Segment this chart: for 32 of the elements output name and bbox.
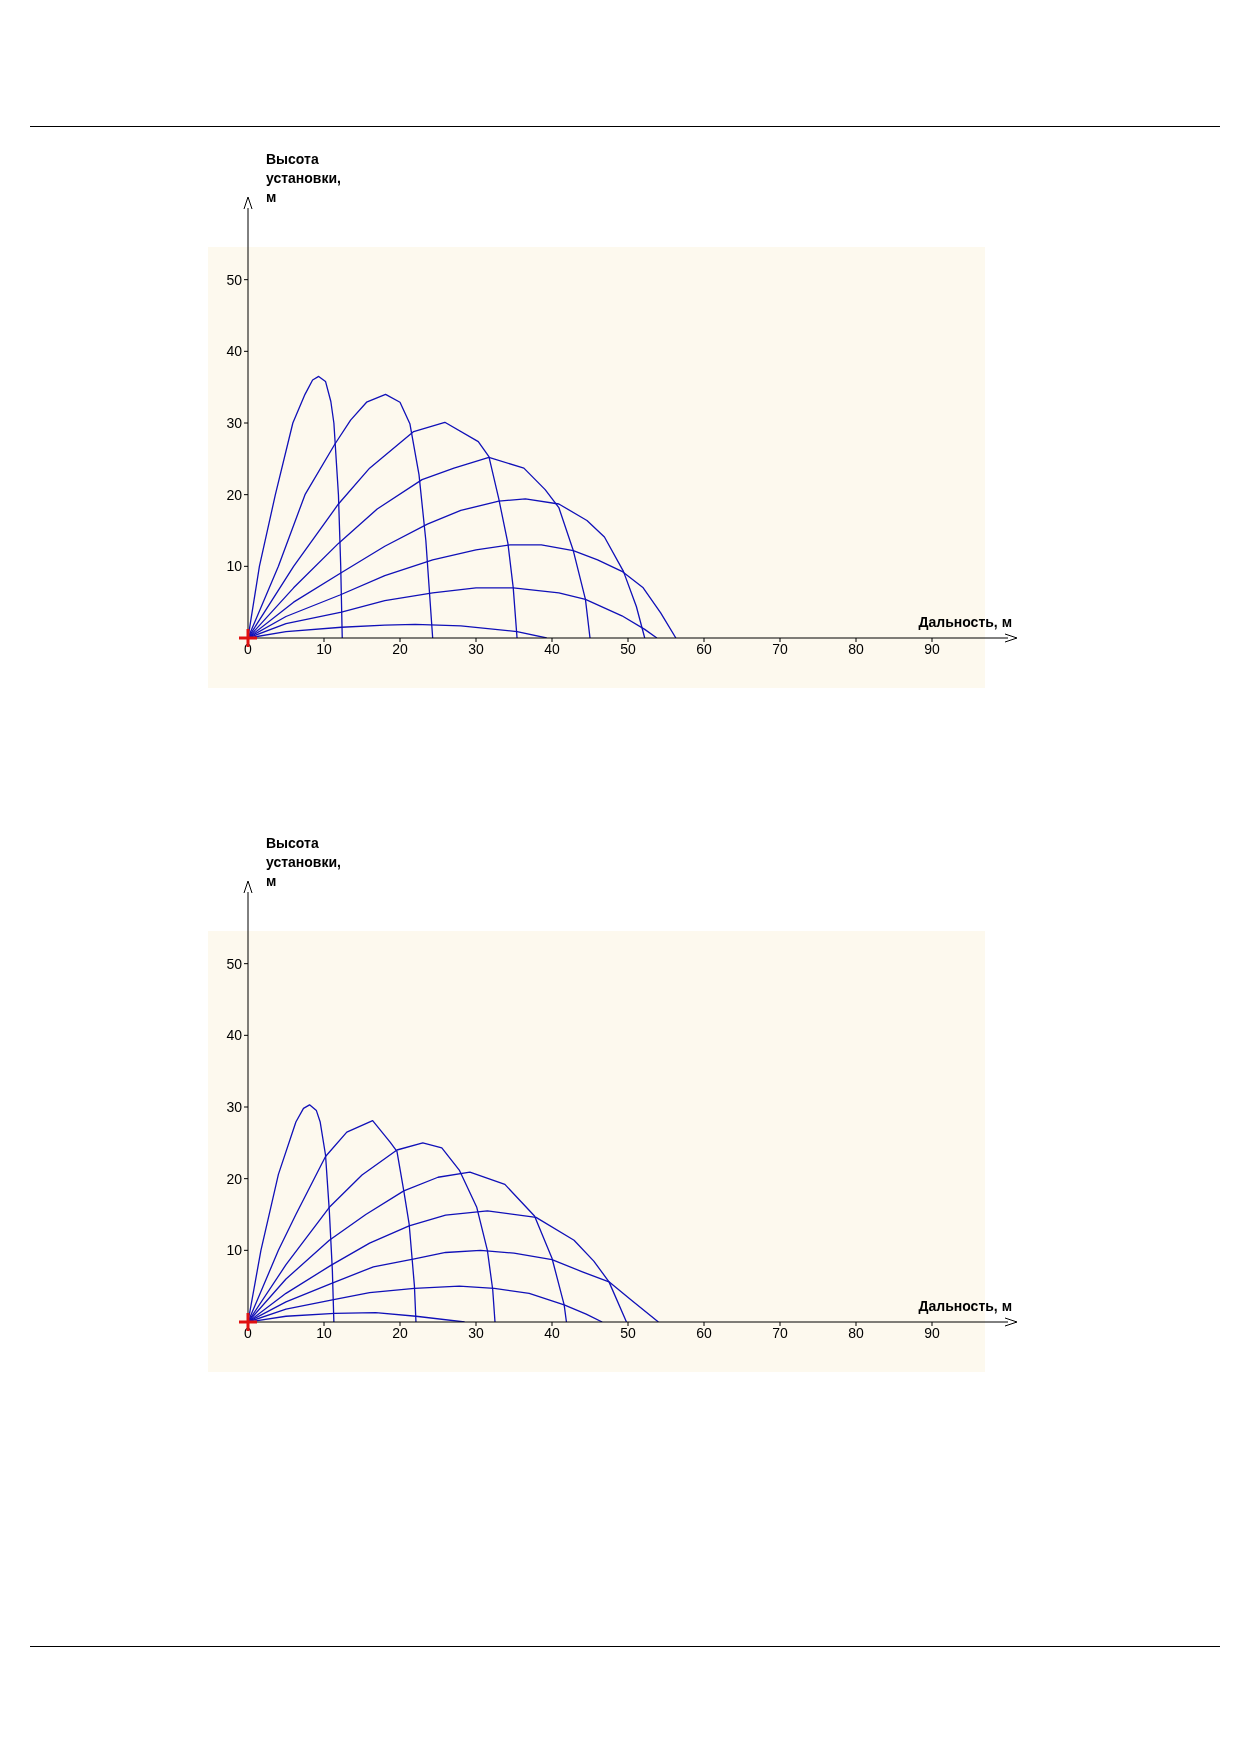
- x-tick-label: 40: [544, 1324, 560, 1341]
- x-tick-label: 70: [772, 1324, 788, 1341]
- y-tick-label: 40: [226, 1027, 243, 1044]
- y-tick-label: 50: [226, 955, 243, 972]
- x-tick-label: 10: [316, 1324, 332, 1341]
- x-axis-title: Дальность, м: [918, 614, 1012, 630]
- y-tick-label: 30: [226, 1098, 243, 1115]
- y-tick-label: 10: [226, 558, 243, 575]
- x-tick-label: 20: [392, 640, 408, 657]
- x-tick-label: 70: [772, 640, 788, 657]
- x-tick-label: 50: [620, 1324, 636, 1341]
- x-tick-label: 90: [924, 640, 940, 657]
- y-tick-label: 10: [226, 1242, 243, 1259]
- x-tick-label: 50: [620, 640, 636, 657]
- y-tick-label: 50: [226, 271, 243, 288]
- x-tick-label: 90: [924, 1324, 940, 1341]
- x-tick-label: 30: [468, 640, 484, 657]
- x-tick-label: 60: [696, 640, 712, 657]
- y-tick-label: 20: [226, 486, 243, 503]
- x-axis-title: Дальность, м: [918, 1298, 1012, 1314]
- y-tick-label: 40: [226, 343, 243, 360]
- x-tick-label: 20: [392, 1324, 408, 1341]
- x-tick-label: 80: [848, 1324, 864, 1341]
- y-axis-title: Высота установки, м: [266, 150, 341, 207]
- x-tick-label: 30: [468, 1324, 484, 1341]
- x-tick-label: 40: [544, 640, 560, 657]
- x-tick-label: 10: [316, 640, 332, 657]
- x-tick-label: 80: [848, 640, 864, 657]
- y-tick-label: 20: [226, 1170, 243, 1187]
- y-tick-label: 30: [226, 414, 243, 431]
- y-axis-title: Высота установки, м: [266, 834, 341, 891]
- x-tick-label: 60: [696, 1324, 712, 1341]
